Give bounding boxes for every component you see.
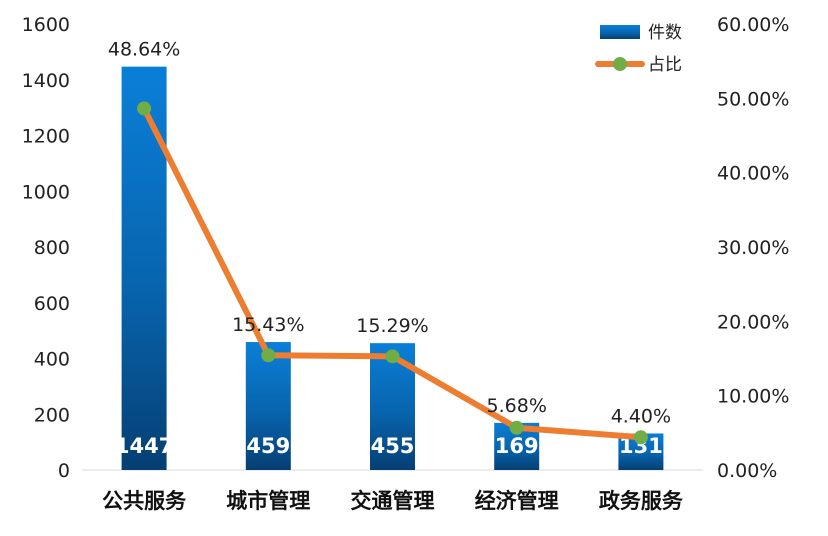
y-left-tick-label: 600	[34, 293, 70, 315]
y-left-tick-label: 1600	[22, 14, 70, 36]
x-tick-label: 政务服务	[599, 489, 684, 513]
line-value-label: 5.68%	[487, 395, 547, 417]
y-right-tick-label: 0.00%	[717, 460, 777, 482]
line-point	[633, 430, 648, 445]
line-value-label: 4.40%	[611, 405, 671, 427]
y-left-tick-label: 1400	[22, 70, 70, 92]
line-point	[385, 349, 400, 364]
bar	[245, 342, 291, 470]
y-right-tick-label: 50.00%	[717, 88, 789, 110]
y-left-tick-label: 1000	[22, 181, 70, 203]
y-right-tick-label: 20.00%	[717, 311, 789, 333]
y-right-tick-label: 10.00%	[717, 386, 789, 408]
bar	[121, 66, 167, 471]
legend-label-bar: 件数	[648, 23, 682, 43]
line-value-label: 15.43%	[232, 314, 304, 336]
x-tick-label: 交通管理	[351, 489, 435, 513]
line-value-label: 48.64%	[108, 39, 180, 61]
x-tick-label: 经济管理	[475, 489, 559, 513]
x-axis: 公共服务 城市管理 交通管理 经济管理 政务服务	[82, 469, 703, 513]
legend-swatch-bar	[600, 25, 640, 39]
line-point	[509, 420, 524, 435]
legend-label-line: 占比	[648, 55, 682, 75]
bar-value-label: 169	[495, 434, 539, 458]
legend-marker	[613, 57, 627, 71]
x-tick-label: 城市管理	[226, 489, 310, 513]
bar-value-label: 455	[371, 434, 415, 458]
y-left-tick-label: 200	[34, 404, 70, 426]
y-right-tick-label: 60.00%	[717, 14, 789, 36]
y-axis-right: 0.00% 10.00% 20.00% 30.00% 40.00% 50.00% 60.00…	[717, 14, 789, 482]
y-right-tick-label: 30.00%	[717, 237, 789, 259]
y-left-tick-label: 800	[34, 237, 70, 259]
y-left-tick-label: 1200	[22, 126, 70, 148]
y-left-tick-label: 0	[58, 460, 70, 482]
y-left-tick-label: 400	[34, 349, 70, 371]
line-point	[261, 348, 276, 363]
legend: 件数 占比	[595, 23, 682, 75]
x-tick-label: 公共服务	[102, 489, 187, 513]
bar-series: 1447 459 455 169 131	[115, 66, 664, 471]
bar-value-label: 459	[246, 434, 290, 458]
bar-value-label: 1447	[115, 434, 173, 458]
y-right-tick-label: 40.00%	[717, 163, 789, 185]
y-axis-left: 0 200 400 600 800 1000 1200 1400 1600	[22, 14, 70, 482]
line-series: 48.64% 15.43% 15.29% 5.68% 4.40%	[108, 39, 671, 445]
line-value-label: 15.29%	[356, 315, 428, 337]
line-point	[137, 101, 152, 116]
